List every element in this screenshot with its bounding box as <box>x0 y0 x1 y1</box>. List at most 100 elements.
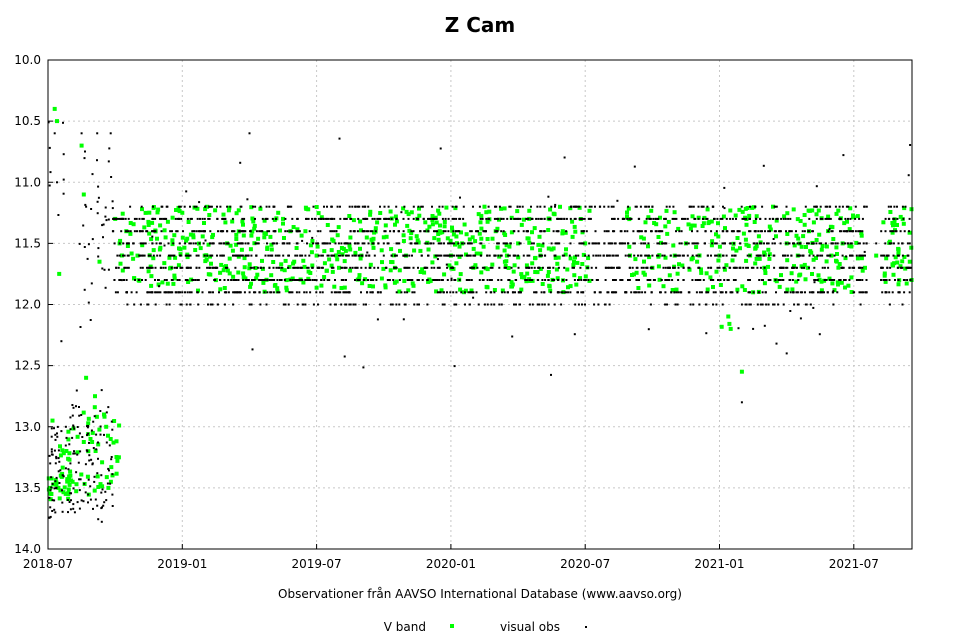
visual-obs-point <box>603 230 606 233</box>
visual-obs-point <box>246 279 248 281</box>
v-band-point <box>369 237 374 242</box>
visual-obs-point <box>244 254 247 257</box>
v-band-point <box>538 248 543 253</box>
v-band-point <box>716 258 721 263</box>
v-band-point <box>375 220 380 225</box>
visual-obs-point <box>789 279 792 281</box>
visual-obs-point <box>261 279 264 281</box>
v-band-point <box>891 263 895 268</box>
visual-obs-point <box>395 254 398 257</box>
visual-obs-point <box>207 217 210 220</box>
visual-obs-point <box>379 303 382 306</box>
visual-obs-point <box>327 217 330 220</box>
v-band-point <box>353 250 358 255</box>
visual-obs-point <box>614 279 617 281</box>
visual-obs-point <box>391 303 394 306</box>
visual-obs-point <box>263 291 266 294</box>
visual-obs-point <box>184 291 186 294</box>
visual-obs-point <box>183 205 186 208</box>
visual-obs-point <box>443 303 446 306</box>
visual-obs-point <box>116 217 119 220</box>
visual-obs-point <box>258 279 261 281</box>
visual-obs-point <box>329 303 332 306</box>
v-band-point <box>664 208 669 213</box>
visual-obs-point <box>637 254 639 257</box>
visual-obs-point <box>892 242 895 245</box>
v-band-point <box>454 261 459 266</box>
visual-obs-point <box>436 230 439 233</box>
visual-obs-point <box>366 291 369 294</box>
v-band-point <box>907 230 912 235</box>
visual-obs-point <box>466 242 469 245</box>
visual-obs-point <box>133 217 136 220</box>
v-band-point <box>336 250 341 254</box>
visual-obs-point <box>678 254 681 257</box>
visual-obs-point <box>367 242 370 245</box>
visual-obs-point <box>510 266 513 269</box>
visual-obs-point <box>508 279 511 281</box>
visual-obs-point <box>418 303 420 306</box>
visual-obs-point <box>705 332 708 335</box>
visual-obs-point <box>304 279 307 281</box>
visual-obs-point <box>56 425 59 428</box>
visual-obs-point <box>428 217 431 220</box>
visual-obs-point <box>651 254 654 257</box>
visual-obs-point <box>123 279 125 281</box>
visual-obs-point <box>268 230 271 233</box>
visual-obs-point <box>69 462 72 465</box>
visual-obs-point <box>59 469 62 472</box>
visual-obs-point <box>765 303 768 306</box>
visual-obs-point <box>854 217 857 220</box>
visual-obs-point <box>248 132 251 135</box>
visual-obs-point <box>845 230 848 233</box>
v-band-point <box>902 255 907 259</box>
visual-obs-point <box>216 254 218 257</box>
visual-obs-point <box>69 508 72 511</box>
v-band-point <box>503 264 508 268</box>
visual-obs-point <box>272 279 275 281</box>
visual-obs-point <box>497 217 500 220</box>
visual-obs-point <box>847 217 849 220</box>
visual-obs-point <box>70 499 72 502</box>
v-band-point <box>151 248 156 253</box>
v-band-point <box>702 215 707 220</box>
v-band-point <box>546 228 551 232</box>
visual-obs-point <box>325 242 328 245</box>
visual-obs-point <box>454 279 457 281</box>
v-band-point <box>448 238 453 243</box>
visual-obs-point <box>174 217 177 220</box>
v-band-point <box>903 266 908 271</box>
v-band-point <box>327 257 332 262</box>
v-band-point <box>855 214 860 219</box>
visual-obs-point <box>386 279 389 281</box>
visual-obs-point <box>249 266 252 269</box>
v-band-point <box>196 288 200 293</box>
visual-obs-point <box>360 291 362 294</box>
v-band-point <box>358 256 363 261</box>
visual-obs-point <box>354 279 356 281</box>
visual-obs-point <box>657 254 660 257</box>
visual-obs-point <box>291 279 294 281</box>
v-band-point <box>430 222 435 227</box>
visual-obs-point <box>733 254 736 257</box>
v-band-point <box>699 270 704 275</box>
visual-obs-point <box>296 279 299 281</box>
v-band-point <box>457 254 462 259</box>
v-band-point <box>417 206 421 211</box>
visual-obs-point <box>656 242 659 245</box>
v-band-point <box>515 209 520 214</box>
visual-obs-point <box>71 436 74 439</box>
visual-obs-point <box>893 217 896 220</box>
visual-obs-point <box>481 279 484 281</box>
visual-obs-point <box>750 266 753 269</box>
visual-obs-point <box>653 279 656 281</box>
v-band-point <box>348 247 353 252</box>
visual-obs-point <box>322 242 325 245</box>
visual-obs-point <box>553 303 556 306</box>
visual-obs-point <box>633 242 636 245</box>
visual-obs-point <box>346 242 349 245</box>
visual-obs-point <box>443 254 446 257</box>
visual-obs-point <box>61 489 63 492</box>
v-band-point <box>819 279 824 284</box>
visual-obs-point <box>369 230 372 233</box>
